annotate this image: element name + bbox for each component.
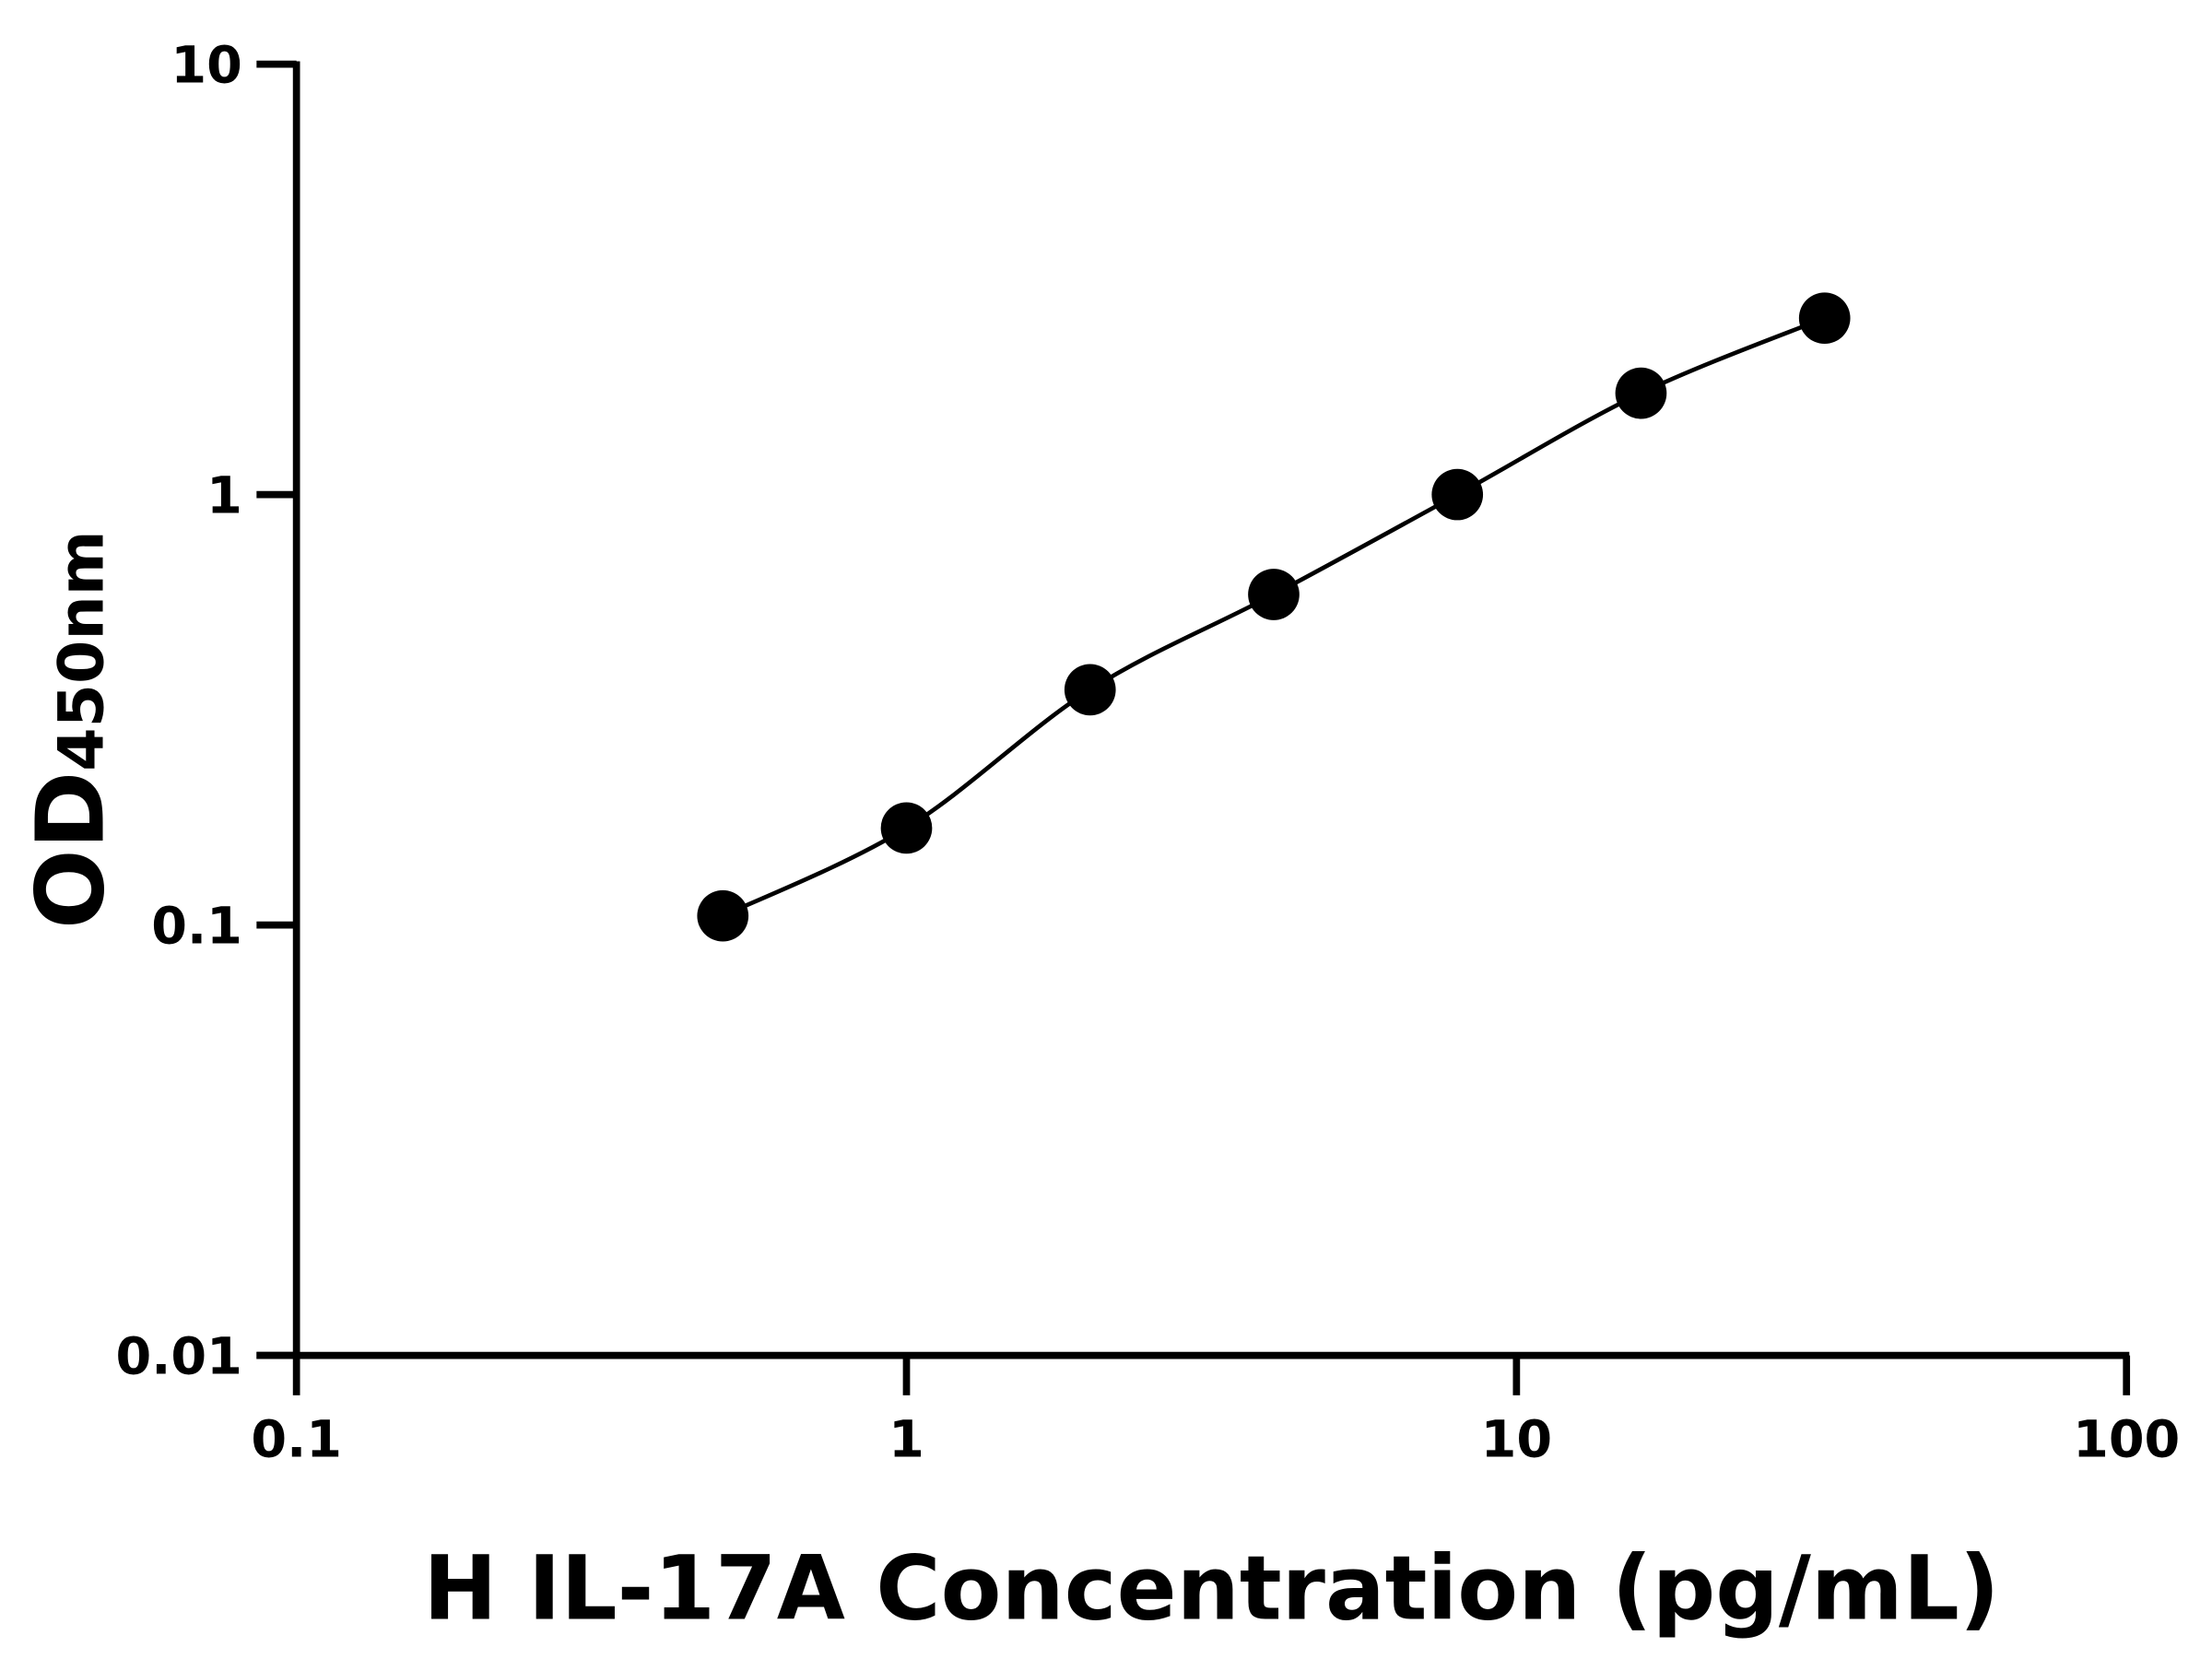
x-tick-label: 10 bbox=[1481, 1409, 1552, 1469]
y-axis-title-main: OD bbox=[16, 771, 125, 929]
x-tick-label: 0.1 bbox=[251, 1409, 342, 1469]
data-point bbox=[1431, 468, 1484, 521]
data-point bbox=[1798, 292, 1851, 344]
y-tick-label: 0.01 bbox=[116, 1327, 242, 1387]
y-axis-title: OD450nm bbox=[16, 530, 125, 929]
y-tick-label: 0.1 bbox=[151, 897, 242, 957]
data-point bbox=[1615, 367, 1667, 419]
x-tick-label: 1 bbox=[888, 1409, 924, 1469]
y-tick-label: 1 bbox=[206, 466, 242, 526]
x-axis-title: H IL-17A Concentration (pg/mL) bbox=[423, 1537, 1999, 1641]
data-point bbox=[1248, 569, 1300, 620]
x-tick-label: 100 bbox=[2073, 1409, 2180, 1469]
data-point bbox=[1064, 664, 1116, 716]
data-point bbox=[697, 889, 749, 942]
data-point bbox=[880, 802, 933, 854]
y-tick-label: 10 bbox=[171, 36, 241, 96]
y-axis-title-sub: 450nm bbox=[45, 530, 118, 771]
